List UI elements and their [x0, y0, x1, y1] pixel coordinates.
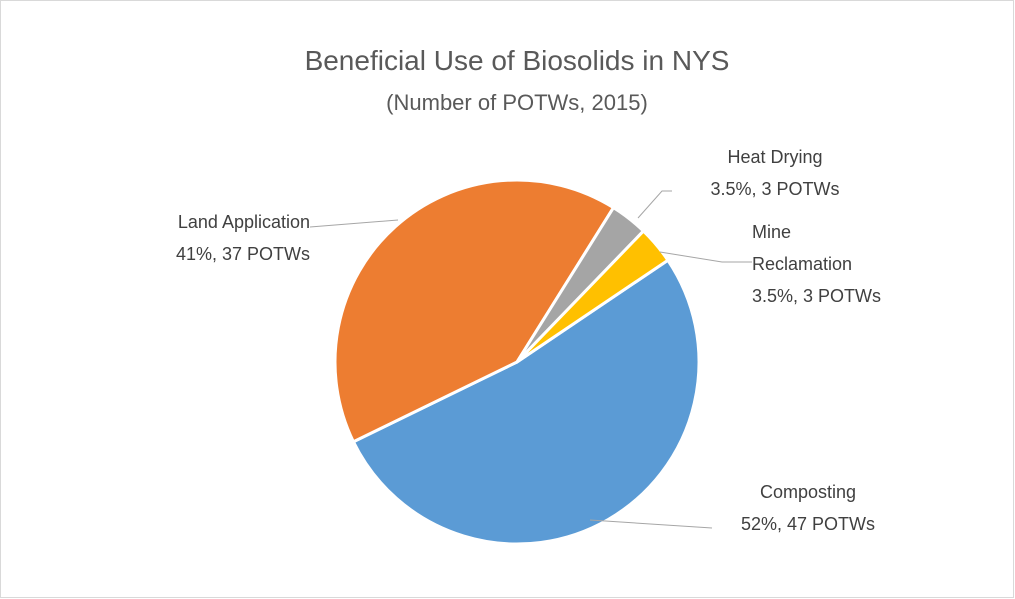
- value-label: 3.5%, 3 POTWs: [710, 179, 840, 199]
- pie-slice: [351, 258, 701, 546]
- leader-line: [659, 251, 752, 263]
- pie-slice: [333, 178, 615, 444]
- leader-line: [637, 190, 672, 219]
- category-label: Mine Reclamation: [752, 222, 853, 274]
- leader-line: [309, 219, 399, 228]
- pie-slice: [515, 229, 670, 364]
- data-label: Heat Drying 3.5%, 3 POTWs: [660, 141, 890, 205]
- value-label: 3.5%, 3 POTWs: [752, 286, 882, 306]
- category-label: Heat Drying: [727, 147, 823, 167]
- data-label: Land Application 41%, 37 POTWs: [100, 206, 310, 270]
- leader-line: [589, 519, 713, 529]
- category-label: Composting: [759, 482, 857, 502]
- data-label: Mine Reclamation 3.5%, 3 POTWs: [752, 216, 892, 312]
- value-label: 41%, 37 POTWs: [175, 244, 310, 264]
- category-label: Land Application: [177, 212, 310, 232]
- data-label: Composting 52%, 47 POTWs: [700, 476, 916, 540]
- chart-title: Beneficial Use of Biosolids in NYS: [305, 45, 730, 76]
- value-label: 52%, 47 POTWs: [740, 514, 876, 534]
- chart-subtitle: (Number of POTWs, 2015): [386, 90, 648, 115]
